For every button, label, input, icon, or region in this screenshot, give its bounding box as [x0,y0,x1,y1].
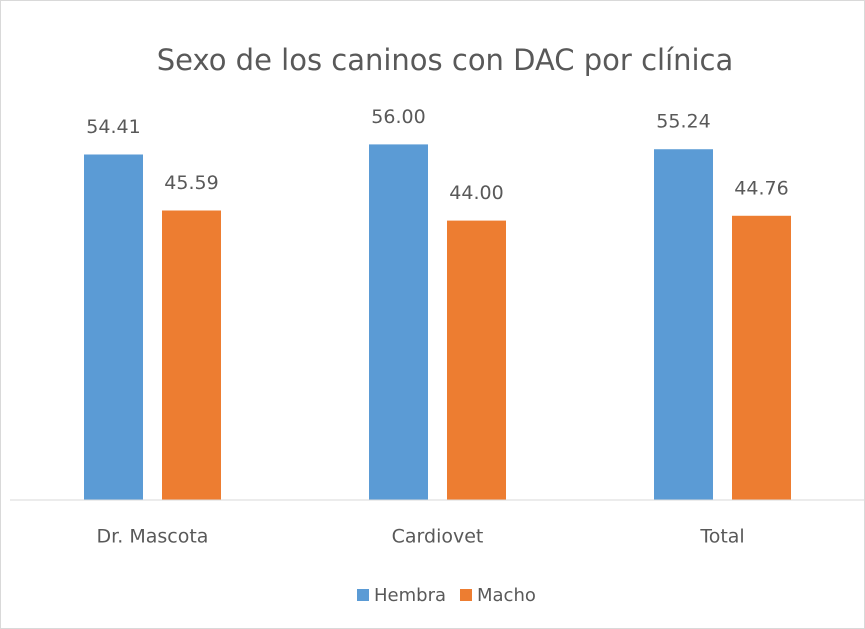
bar [84,154,143,500]
data-label: 56.00 [371,106,425,128]
legend-swatch [460,589,472,601]
chart-title: Sexo de los caninos con DAC por clínica [157,43,734,77]
x-tick-label: Dr. Mascota [97,526,209,548]
bar [369,144,428,500]
data-label: 55.24 [656,111,710,133]
x-tick-label: Cardiovet [392,526,484,548]
legend-swatch [357,589,369,601]
data-label: 45.59 [164,172,218,194]
data-label: 44.00 [449,182,503,204]
legend-label: Hembra [374,585,446,606]
bar [654,149,713,500]
legend-label: Macho [477,585,536,606]
x-tick-label: Total [699,526,744,548]
data-label: 54.41 [86,116,140,138]
data-label: 44.76 [734,177,788,199]
bar [732,215,791,501]
bar [162,210,221,501]
bar [447,220,506,500]
